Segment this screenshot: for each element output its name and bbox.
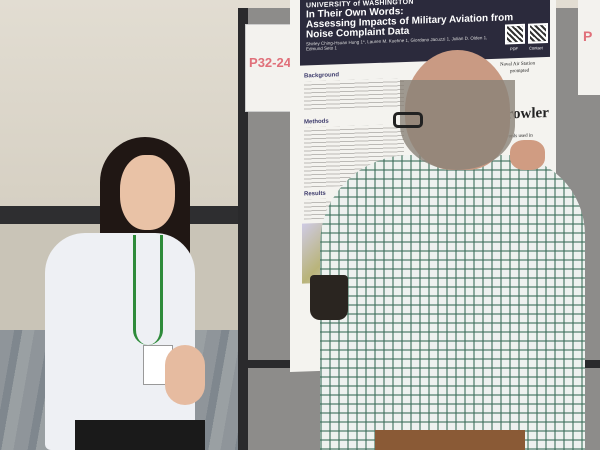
face: [120, 155, 175, 230]
qr-code-pdf: [505, 23, 525, 45]
belt: [375, 430, 525, 450]
checkered-shirt: [320, 155, 585, 450]
coffee-cup: [310, 275, 348, 320]
lanyard: [133, 235, 163, 345]
poster-number-sign: P32-24: [245, 24, 295, 112]
glasses: [393, 112, 423, 128]
clasped-hands: [165, 345, 205, 405]
presenter-woman: [45, 135, 215, 450]
poster-number: P32-24: [249, 55, 291, 70]
pants: [75, 420, 205, 450]
neighbor-sign: P: [578, 0, 600, 95]
qr-code-contact: [528, 22, 548, 44]
gesturing-hand: [510, 140, 545, 170]
white-blouse: [45, 233, 195, 450]
visitor-man: [305, 50, 600, 450]
